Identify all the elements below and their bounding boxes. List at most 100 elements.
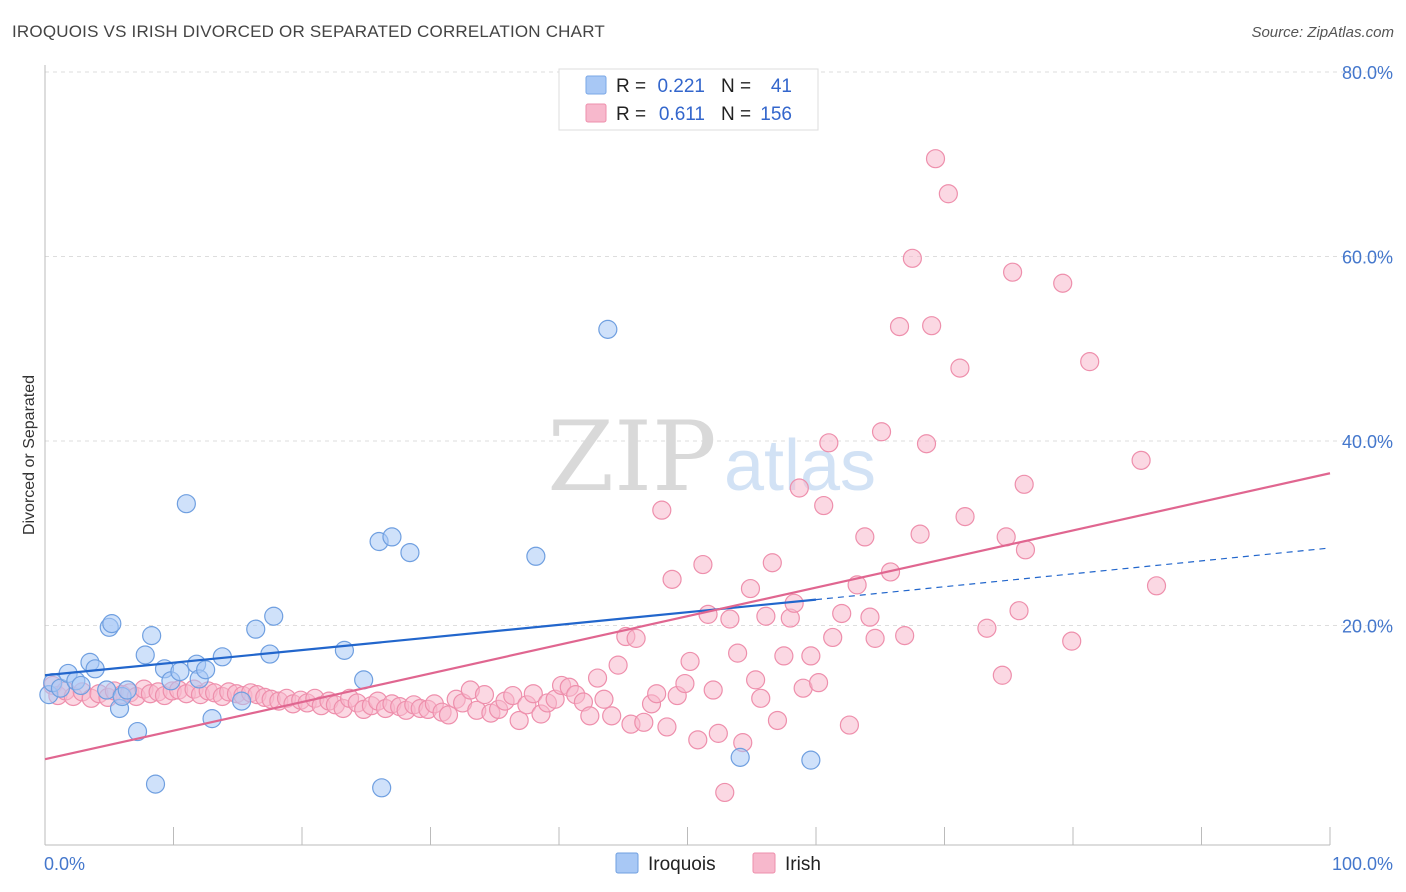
data-point: [746, 670, 766, 690]
grid-lines: [45, 71, 1392, 626]
data-point: [910, 524, 930, 544]
data-point: [832, 603, 852, 624]
data-point: [688, 730, 708, 750]
bottom-legend-swatch: [615, 852, 639, 874]
data-point: [334, 640, 355, 660]
trend-line-extension: [815, 547, 1331, 601]
data-point: [652, 500, 672, 520]
bottom-legend: Iroquois Irish: [615, 852, 821, 875]
y-axis-label: Divorced or Separated: [21, 375, 38, 535]
legend-r-label: R =: [616, 104, 646, 125]
data-point: [950, 358, 970, 378]
bottom-legend-label: Irish: [785, 854, 821, 875]
bottom-legend-swatch: [752, 852, 776, 874]
data-point: [246, 619, 266, 639]
trend-line: [44, 472, 1331, 761]
data-point: [715, 782, 735, 803]
legend-r-value: 0.611: [659, 104, 705, 125]
data-point: [698, 604, 718, 624]
data-point: [647, 684, 667, 704]
data-point: [142, 626, 162, 646]
data-point: [922, 316, 942, 336]
data-point: [474, 685, 495, 705]
legend: R = 0.221 N = 41 R = 0.611 N = 156: [558, 68, 819, 131]
legend-swatch: [585, 75, 607, 95]
data-point: [902, 248, 922, 268]
data-point: [865, 628, 885, 648]
legend-r-value: 0.221: [657, 76, 705, 97]
data-point: [728, 643, 748, 663]
y-tick-label: 60.0%: [1342, 247, 1393, 267]
data-point: [740, 578, 761, 599]
data-point: [925, 149, 946, 169]
data-point: [756, 606, 776, 626]
data-point: [889, 316, 910, 337]
data-point: [767, 710, 788, 731]
data-point: [730, 747, 750, 767]
data-point: [202, 709, 222, 729]
x-tick-label: 0.0%: [44, 854, 85, 874]
data-point: [860, 607, 880, 627]
y-tick-labels: 20.0% 40.0% 60.0% 80.0%: [1342, 63, 1393, 636]
legend-n-value: 41: [771, 76, 792, 97]
axes: [44, 65, 1331, 846]
data-point: [50, 678, 71, 698]
legend-swatch: [585, 103, 607, 123]
data-point: [703, 680, 723, 700]
data-point: [814, 495, 834, 516]
data-point: [438, 705, 459, 725]
data-point: [176, 494, 196, 514]
data-point: [602, 706, 622, 726]
data-point: [608, 655, 628, 675]
data-point: [232, 691, 252, 711]
data-point: [977, 618, 997, 638]
data-point: [801, 750, 821, 770]
watermark: ZIP atlas: [547, 401, 876, 513]
data-point: [675, 673, 695, 694]
data-point: [808, 673, 829, 693]
chart-title: IROQUOIS VS IRISH DIVORCED OR SEPARATED …: [12, 22, 605, 41]
data-point: [1131, 450, 1151, 470]
data-point: [594, 689, 614, 709]
data-point: [626, 628, 646, 648]
data-point: [102, 614, 122, 634]
data-point: [992, 665, 1012, 685]
bottom-legend-label: Iroquois: [648, 854, 716, 875]
data-point: [895, 626, 915, 646]
data-point: [657, 717, 677, 737]
trend-line: [44, 598, 817, 677]
x-tick-label: 100.0%: [1332, 854, 1393, 874]
data-point: [789, 478, 809, 498]
data-point: [135, 645, 155, 665]
data-point: [871, 422, 892, 442]
data-point: [662, 569, 682, 589]
data-point: [587, 668, 608, 688]
data-point: [938, 184, 958, 204]
source-label: Source: ZipAtlas.com: [1251, 24, 1394, 41]
data-point: [693, 554, 713, 575]
y-tick-label: 20.0%: [1342, 616, 1393, 636]
data-point: [680, 651, 700, 672]
data-point: [196, 660, 216, 680]
data-point: [509, 710, 529, 731]
legend-n-label: N =: [721, 104, 751, 125]
data-point: [1062, 631, 1082, 651]
data-point: [916, 434, 937, 454]
data-point: [1009, 601, 1029, 621]
data-point: [1053, 273, 1073, 293]
data-point: [1146, 576, 1167, 596]
data-point: [117, 680, 137, 700]
trend-lines: [44, 472, 1331, 761]
data-point: [634, 712, 654, 732]
data-point: [774, 646, 794, 666]
data-point: [955, 507, 975, 527]
legend-n-value: 156: [760, 104, 792, 125]
data-point: [145, 774, 166, 794]
data-point: [1003, 262, 1023, 282]
y-tick-label: 40.0%: [1342, 432, 1393, 452]
watermark-zip: ZIP: [547, 401, 716, 513]
data-point: [382, 527, 402, 547]
data-point: [819, 433, 839, 453]
legend-n-label: N =: [721, 76, 751, 97]
